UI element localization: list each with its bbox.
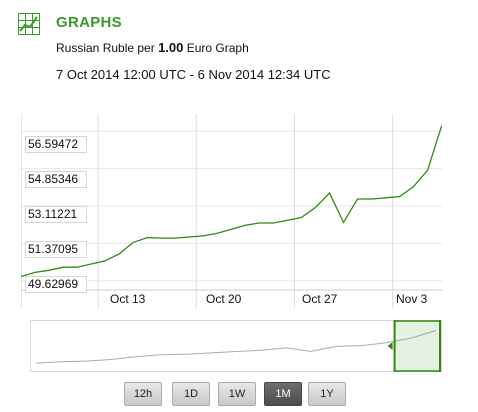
x-tick-label: Nov 3 [396,292,428,306]
price-series-line [21,125,442,278]
navigator-left-arrow-icon[interactable] [387,342,393,350]
x-tick-label: Oct 27 [302,292,338,306]
navigator-frame [30,320,442,372]
graph-subtitle: Russian Ruble per 1.00 Euro Graph [56,40,249,55]
y-tick-label: 56.59472 [25,136,87,153]
date-range: 7 Oct 2014 12:00 UTC - 6 Nov 2014 12:34 … [56,67,331,82]
x-tick-label: Oct 13 [110,292,146,306]
chart-grid-icon [18,13,40,35]
page-title: GRAPHS [56,14,122,31]
y-tick-label: 51.37095 [25,241,87,258]
range-navigator[interactable] [30,320,447,372]
subtitle-suffix: Euro Graph [183,41,249,55]
range-button-1d[interactable]: 1D [172,382,210,406]
range-button-1m[interactable]: 1M [264,382,302,406]
y-tick-label: 53.11221 [25,206,87,223]
subtitle-prefix: Russian Ruble per [56,41,159,55]
price-chart-plot[interactable] [21,114,442,311]
navigator-plot[interactable] [30,320,447,372]
range-button-1w[interactable]: 1W [218,382,256,406]
x-tick-label: Oct 20 [206,292,242,306]
subtitle-amount: 1.00 [158,40,184,55]
navigator-selection[interactable] [393,320,441,372]
price-chart[interactable]: 56.59472 54.85346 53.11221 51.37095 49.6… [21,114,442,311]
range-button-1y[interactable]: 1Y [308,382,346,406]
range-button-12h[interactable]: 12h [124,382,162,406]
navigator-series-line [35,330,437,364]
y-tick-label: 49.62969 [25,276,87,293]
y-tick-label: 54.85346 [25,171,87,188]
